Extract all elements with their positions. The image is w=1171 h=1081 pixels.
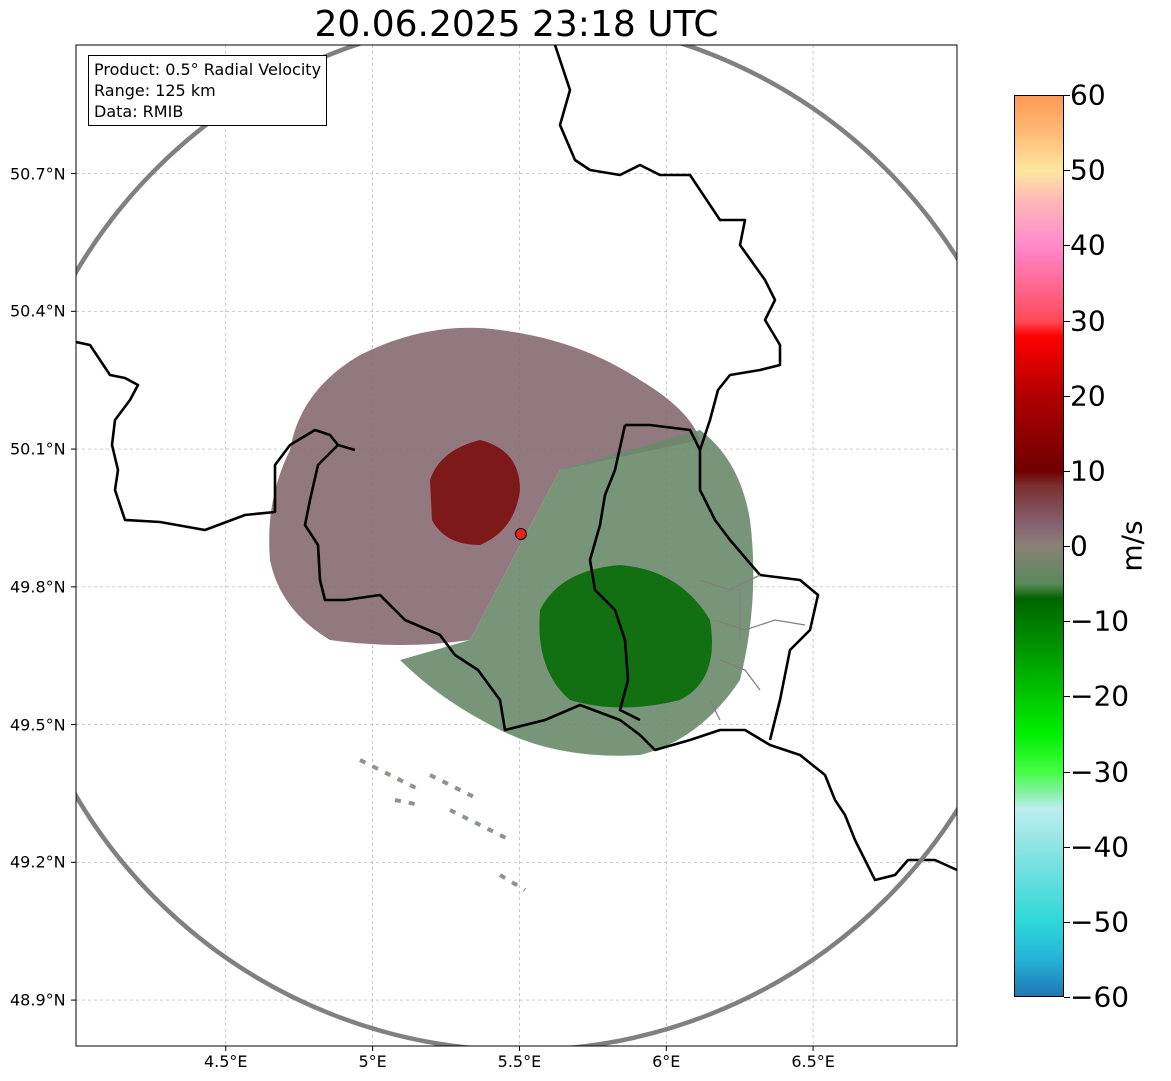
colorbar-tick-label: 30 — [1070, 304, 1106, 337]
colorbar-tick-label: 50 — [1070, 153, 1106, 187]
lat-tick-label: 48.9°N — [10, 990, 66, 1010]
colorbar-tick — [1064, 245, 1070, 247]
country-borders — [76, 45, 957, 882]
lon-tick-label: 5.5°E — [497, 1052, 542, 1071]
lat-tick-label: 49.2°N — [10, 852, 66, 872]
colorbar-tick — [1064, 921, 1070, 923]
lon-tick-label: 6.5°E — [791, 1052, 835, 1071]
colorbar-tick-label: −20 — [1070, 679, 1130, 713]
colorbar-tick — [1064, 696, 1070, 698]
colorbar-tick — [1064, 320, 1070, 322]
colorbar-unit-label: m/s — [1115, 520, 1149, 572]
lat-tick-label: 49.5°N — [10, 715, 66, 735]
plot-frame — [75, 44, 958, 1047]
data-source-label: Data: RMIB — [94, 102, 184, 121]
colorbar-tick — [1064, 546, 1070, 547]
colorbar-tick-label: 60 — [1070, 78, 1106, 112]
lon-tick-label: 4.5°E — [203, 1052, 248, 1071]
map-title: 20.06.2025 23:18 UTC — [314, 4, 719, 45]
colorbar-tick — [1064, 95, 1070, 96]
colorbar-tick — [1064, 997, 1070, 998]
colorbar-tick — [1064, 470, 1070, 472]
colorbar-tick-label: −50 — [1070, 905, 1130, 939]
lat-tick-label: 50.7°N — [10, 164, 66, 184]
colorbar-tick — [1064, 170, 1070, 172]
product-label: Product: 0.5° Radial Velocity — [94, 60, 322, 79]
colorbar-tick — [1064, 395, 1070, 397]
axis-tick-marks — [71, 173, 814, 1051]
colorbar-tick-label: −60 — [1070, 980, 1130, 1014]
colorbar-tick-label: 40 — [1070, 228, 1106, 262]
lat-tick-label: 50.1°N — [10, 439, 66, 459]
colorbar-tick-label: 10 — [1070, 454, 1106, 488]
colorbar-tick-label: 0 — [1070, 529, 1088, 563]
radar-echoes — [269, 327, 754, 892]
colorbar-tick — [1064, 846, 1070, 848]
colorbar-tick-label: 20 — [1070, 379, 1106, 413]
product-info-box: Product: 0.5° Radial Velocity Range: 125… — [88, 55, 328, 126]
southern-echo-streaks — [359, 758, 527, 892]
colorbar-tick-label: −30 — [1070, 755, 1130, 788]
province-borders — [699, 574, 806, 721]
colorbar-tick-label: −10 — [1070, 604, 1130, 638]
colorbar-tick — [1064, 621, 1070, 623]
strong-inbound-core — [539, 565, 712, 708]
lon-tick-label: 6°E — [652, 1052, 681, 1071]
strong-outbound-core — [430, 440, 520, 545]
colorbar-tick — [1064, 771, 1070, 773]
radar-site-marker — [514, 528, 527, 541]
lat-tick-label: 50.4°N — [10, 301, 66, 321]
range-label: Range: 125 km — [94, 81, 216, 100]
velocity-colorbar — [1014, 95, 1064, 997]
lat-tick-label: 49.8°N — [10, 577, 66, 597]
colorbar-tick-label: −40 — [1070, 830, 1130, 864]
lon-tick-label: 5°E — [358, 1052, 387, 1071]
